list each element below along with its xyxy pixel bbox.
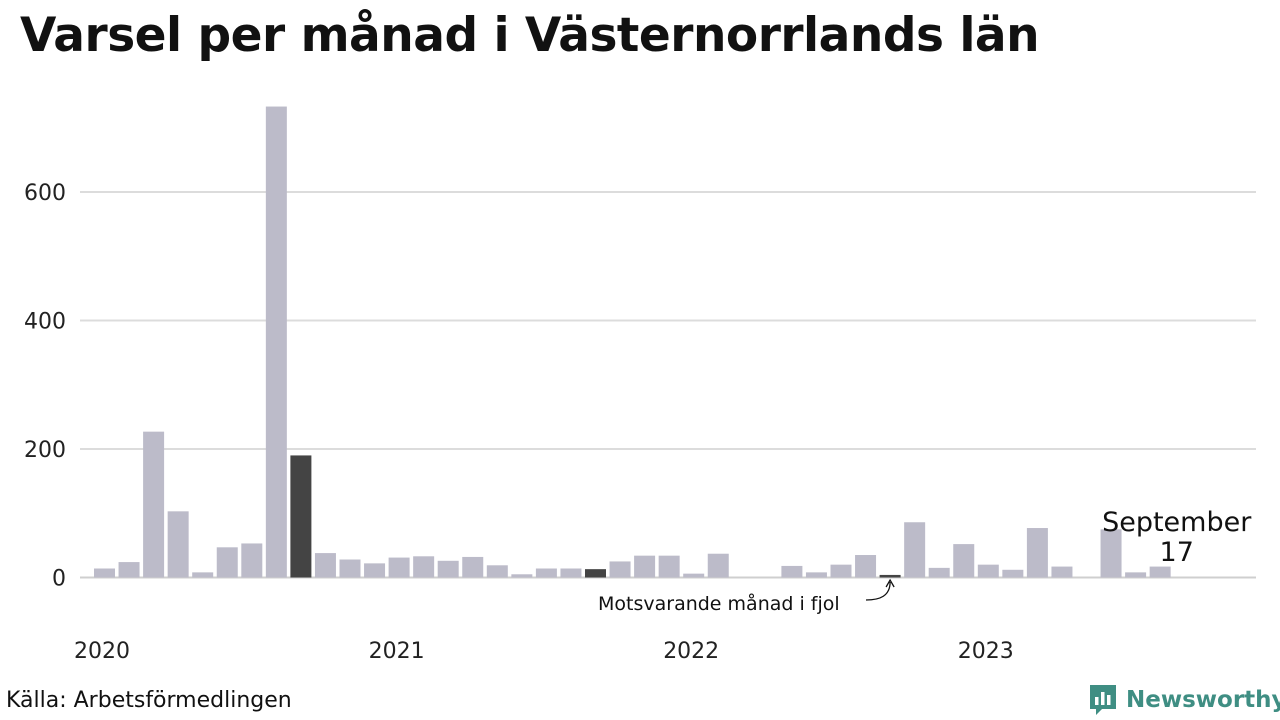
bar — [437, 560, 459, 578]
bar — [879, 574, 901, 578]
bar — [683, 573, 705, 578]
bar — [118, 562, 140, 578]
bar — [977, 564, 999, 578]
bar — [1149, 566, 1171, 578]
bars — [94, 106, 1171, 578]
x-tick-label: 2022 — [663, 639, 719, 664]
brand-name: Newsworthy — [1126, 687, 1280, 713]
bar — [1100, 529, 1122, 578]
annotations: Motsvarande månad i fjol September 17 — [598, 507, 1252, 615]
bar — [413, 556, 435, 578]
annotation-arrow-icon — [865, 578, 895, 601]
source-note: Källa: Arbetsförmedlingen — [6, 688, 292, 713]
bar — [560, 568, 582, 578]
bar — [265, 106, 287, 578]
x-axis-tick-labels: 2020 2021 2022 2023 — [74, 639, 1014, 664]
bar — [953, 544, 975, 578]
bar — [707, 553, 729, 578]
bar — [339, 559, 361, 578]
y-tick-label: 200 — [24, 438, 66, 463]
annotation-label: Motsvarande månad i fjol — [598, 592, 840, 615]
gridlines — [80, 191, 1256, 579]
y-axis-tick-labels: 0 200 400 600 — [24, 181, 66, 592]
y-tick-label: 400 — [24, 310, 66, 335]
bar — [216, 547, 238, 578]
bar — [388, 557, 410, 578]
x-tick-label: 2020 — [74, 639, 130, 664]
chart-title: Varsel per månad i Västernorrlands län — [20, 8, 1040, 63]
newsworthy-logo-icon — [1090, 685, 1116, 715]
bar — [241, 543, 263, 578]
bar — [192, 572, 214, 578]
bar — [511, 574, 533, 578]
bar — [94, 568, 115, 578]
bar — [805, 572, 827, 578]
bar — [486, 565, 508, 578]
bar — [364, 563, 386, 578]
bar — [1026, 528, 1048, 578]
bar — [634, 555, 656, 578]
bar — [585, 569, 606, 578]
bar — [167, 511, 189, 578]
brand-logo: Newsworthy — [1088, 683, 1280, 717]
bar — [1125, 572, 1147, 578]
x-tick-label: 2023 — [958, 639, 1014, 664]
bar — [830, 564, 852, 578]
bar — [609, 561, 631, 578]
bar — [1002, 569, 1024, 578]
bar — [535, 568, 557, 578]
bar — [462, 556, 484, 578]
y-tick-label: 600 — [24, 181, 66, 206]
x-tick-label: 2021 — [369, 639, 425, 664]
bar — [290, 455, 312, 578]
bar — [143, 431, 165, 578]
bar — [314, 553, 336, 578]
bar — [855, 555, 877, 578]
bar — [658, 555, 680, 578]
bar — [1051, 566, 1073, 578]
y-tick-label: 0 — [52, 567, 66, 592]
current-month-label: September — [1102, 507, 1252, 538]
bar — [904, 522, 926, 578]
current-value-label: 17 — [1160, 537, 1194, 568]
bar — [781, 565, 803, 578]
bar — [928, 567, 950, 578]
